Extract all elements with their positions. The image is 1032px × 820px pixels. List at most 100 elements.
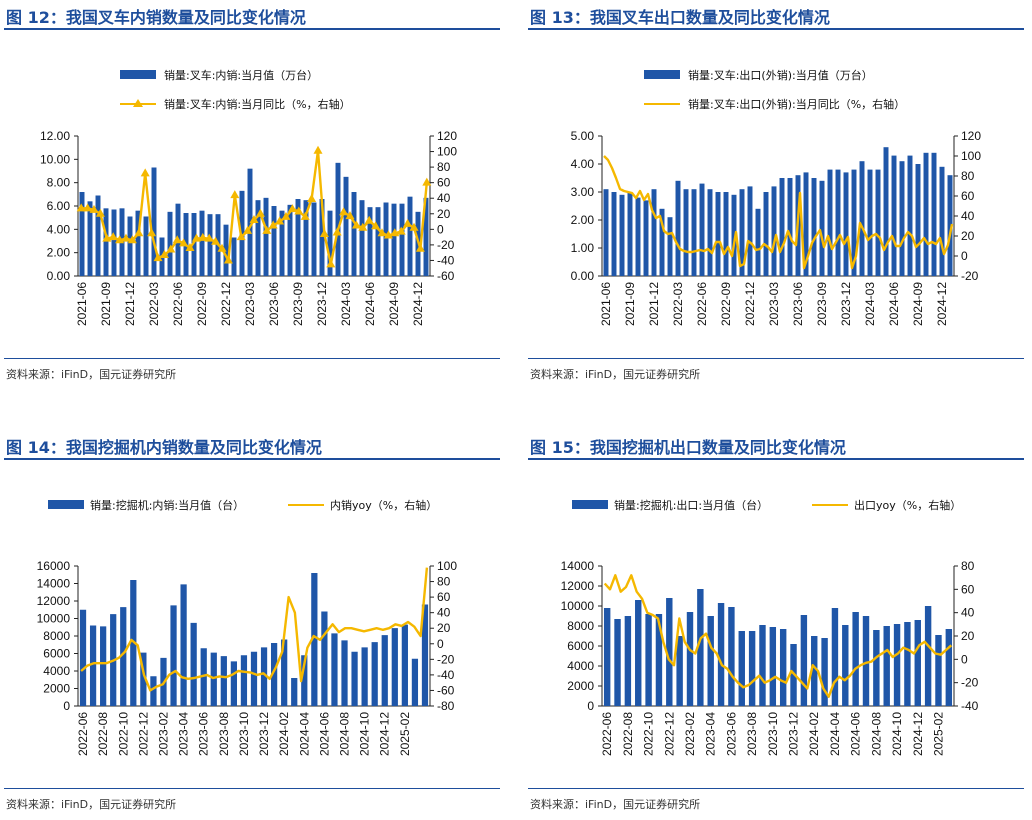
line-point-marker — [358, 222, 368, 231]
bar — [167, 211, 173, 276]
x-tick-label: 2023-02 — [156, 712, 170, 756]
left-tick-label: 0.00 — [47, 269, 71, 283]
left-tick-label: 2.00 — [571, 213, 595, 227]
series-line — [603, 574, 953, 698]
bar — [931, 152, 937, 276]
left-tick-label: 12000 — [37, 594, 71, 608]
right-tick-label: 0 — [437, 637, 444, 651]
bar — [341, 640, 348, 706]
line-point-marker — [83, 203, 93, 212]
line-point-marker — [108, 232, 118, 241]
line-point-marker — [185, 243, 195, 251]
legend-line-label: 内销yoy（%，右轴） — [330, 498, 437, 512]
bar — [831, 608, 839, 706]
left-tick-label: 12000 — [561, 579, 595, 593]
bar — [190, 622, 197, 706]
left-tick-label: 5.00 — [571, 129, 595, 143]
bar — [231, 237, 237, 276]
right-tick-label: 120 — [961, 129, 981, 143]
bar — [891, 155, 897, 276]
legend-bar-swatch — [572, 500, 608, 509]
bar — [915, 164, 921, 276]
bar — [89, 625, 97, 706]
x-tick-label: 2022-12 — [136, 712, 150, 756]
bar — [787, 178, 793, 276]
bar — [381, 635, 388, 706]
legend-bar-label: 销量:叉车:内销:当月值（万台） — [164, 68, 318, 82]
x-tick-label: 2023-09 — [815, 282, 829, 326]
x-tick-label: 2023-04 — [704, 712, 718, 756]
bar — [335, 162, 341, 276]
left-tick-label: 0 — [587, 699, 594, 713]
series-line — [603, 155, 954, 270]
right-tick-label: -60 — [437, 269, 455, 283]
left-tick-label: 16000 — [37, 559, 71, 573]
x-tick-label: 2022-10 — [642, 712, 656, 756]
legend-bar-label: 销量:挖掘机:出口:当月值（台） — [614, 498, 768, 512]
bar — [852, 612, 859, 706]
line-point-marker — [377, 228, 387, 237]
bar — [731, 194, 737, 276]
line-point-marker — [281, 211, 291, 220]
bar — [691, 189, 697, 276]
line-point-marker — [422, 177, 432, 186]
bar — [904, 622, 911, 706]
bar — [747, 186, 753, 276]
x-tick-label: 2023-10 — [766, 712, 780, 756]
source-note: 资料来源：iFinD，国元证券研究所 — [6, 798, 177, 811]
line-point-marker — [230, 190, 240, 199]
line-point-marker — [351, 220, 361, 229]
x-tick-label: 2022-10 — [116, 712, 130, 756]
left-tick-label: 1.00 — [571, 241, 595, 255]
x-tick-label: 2022-09 — [195, 282, 209, 326]
bar — [843, 172, 849, 276]
bar — [873, 630, 880, 706]
bar — [862, 616, 870, 706]
bar — [140, 652, 147, 706]
x-tick-label: 2023-04 — [177, 712, 191, 756]
legend: 销量:挖掘机:内销:当月值（台） 内销yoy（%，右轴） — [48, 498, 437, 512]
left-tick-label: 8.00 — [47, 176, 71, 190]
bar — [327, 210, 333, 276]
left-tick-label: 0.00 — [571, 269, 595, 283]
x-tick-label: 2023-12 — [839, 282, 853, 326]
bar — [295, 199, 301, 276]
title-rule — [528, 458, 1024, 460]
bar — [100, 626, 107, 706]
line-point-marker — [409, 222, 419, 231]
bar — [343, 176, 349, 276]
bar — [321, 611, 328, 706]
footer-rule — [4, 358, 500, 359]
x-tick-label: 2024-12 — [911, 712, 925, 756]
bar — [624, 616, 632, 706]
line-point-marker — [217, 243, 227, 252]
line-point-marker — [332, 227, 342, 236]
left-tick-label: 6.00 — [47, 199, 71, 213]
bar — [739, 189, 745, 276]
title-rule — [4, 458, 500, 460]
bar — [207, 214, 213, 276]
bar — [842, 625, 849, 706]
line-point-marker — [198, 232, 208, 241]
x-tick-label: 2024-03 — [339, 282, 353, 326]
bar — [883, 147, 889, 276]
bar — [255, 200, 261, 276]
bar — [319, 199, 325, 276]
bar — [907, 155, 913, 276]
triangle-marker-icon — [133, 99, 143, 107]
bar — [200, 648, 207, 706]
line-point-marker — [326, 259, 336, 268]
line-point-marker — [172, 235, 182, 244]
left-tick-label: 3.00 — [571, 185, 595, 199]
bar — [771, 186, 777, 276]
line-point-marker — [319, 229, 329, 237]
line-point-marker — [140, 168, 150, 177]
bar — [301, 655, 308, 706]
x-tick-label: 2023-03 — [767, 282, 781, 326]
x-tick-label: 2024-10 — [890, 712, 904, 756]
series-line — [81, 149, 428, 266]
title-rule — [4, 28, 500, 30]
x-tick-label: 2024-08 — [869, 712, 883, 756]
source-note: 资料来源：iFinD，国元证券研究所 — [530, 368, 701, 381]
x-tick-label: 2023-12 — [257, 712, 271, 756]
